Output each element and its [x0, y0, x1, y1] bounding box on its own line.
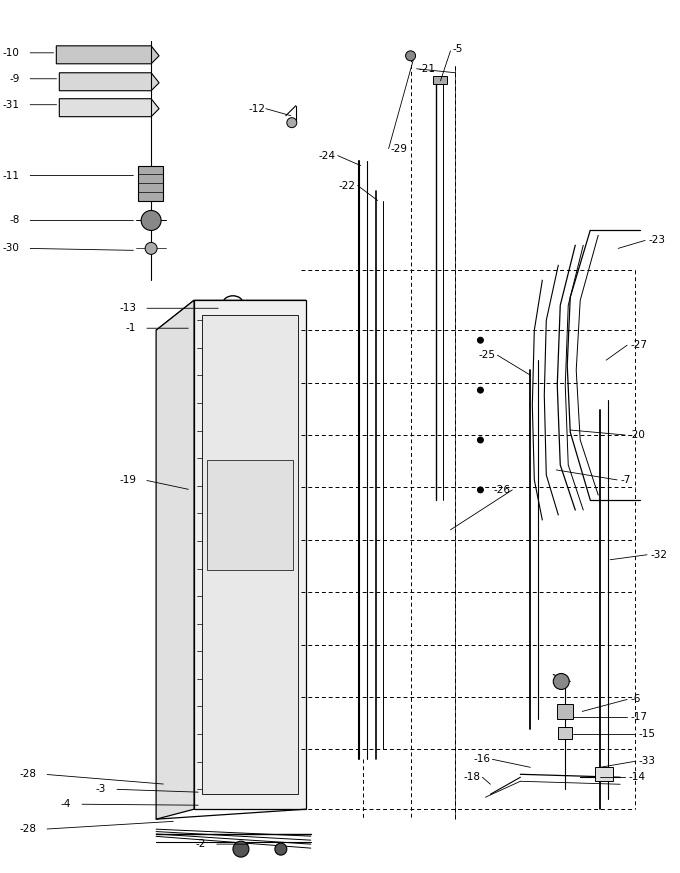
Circle shape [145, 243, 157, 254]
Circle shape [405, 51, 415, 61]
Polygon shape [59, 72, 159, 91]
Circle shape [287, 118, 296, 127]
Text: -10: -10 [3, 48, 20, 58]
Text: -31: -31 [3, 100, 20, 110]
Text: -24: -24 [319, 151, 336, 161]
Text: -8: -8 [9, 216, 20, 225]
Circle shape [141, 210, 161, 230]
Text: -11: -11 [3, 170, 20, 181]
Text: -13: -13 [119, 303, 136, 313]
Text: -26: -26 [494, 485, 511, 495]
Text: -19: -19 [119, 475, 136, 485]
Polygon shape [56, 45, 159, 64]
Circle shape [554, 673, 569, 690]
Polygon shape [156, 300, 194, 819]
Text: -15: -15 [638, 729, 655, 739]
Circle shape [477, 437, 483, 443]
Text: -29: -29 [390, 144, 407, 154]
Text: -21: -21 [419, 64, 436, 74]
Text: -17: -17 [630, 712, 647, 722]
Text: -6: -6 [630, 694, 641, 705]
Text: -4: -4 [61, 799, 71, 809]
Polygon shape [207, 460, 293, 570]
Circle shape [233, 842, 249, 857]
Text: -25: -25 [479, 350, 496, 361]
Text: -28: -28 [19, 769, 36, 780]
Polygon shape [202, 315, 298, 794]
Text: -1: -1 [126, 323, 136, 333]
Polygon shape [156, 300, 306, 342]
Polygon shape [432, 76, 447, 84]
Text: -12: -12 [249, 104, 266, 113]
Text: -16: -16 [473, 754, 490, 765]
Polygon shape [558, 705, 573, 719]
Text: -23: -23 [648, 236, 665, 245]
Text: -3: -3 [96, 784, 106, 794]
Text: -14: -14 [628, 773, 645, 782]
Text: -30: -30 [3, 244, 20, 253]
Polygon shape [595, 767, 613, 781]
Text: -22: -22 [339, 181, 356, 190]
Circle shape [477, 337, 483, 343]
Polygon shape [194, 300, 306, 809]
Text: -9: -9 [9, 73, 20, 84]
Circle shape [477, 487, 483, 493]
Text: -18: -18 [464, 773, 481, 782]
Text: -27: -27 [630, 340, 647, 350]
Circle shape [477, 387, 483, 393]
Polygon shape [138, 166, 163, 201]
Text: -32: -32 [650, 550, 667, 560]
Text: -2: -2 [196, 839, 206, 849]
Text: -5: -5 [452, 44, 463, 54]
Polygon shape [59, 99, 159, 117]
Polygon shape [558, 727, 573, 739]
Text: -28: -28 [19, 824, 36, 835]
Text: -7: -7 [620, 475, 630, 485]
Text: -20: -20 [628, 430, 645, 440]
Text: -33: -33 [638, 756, 655, 766]
Circle shape [275, 843, 287, 856]
